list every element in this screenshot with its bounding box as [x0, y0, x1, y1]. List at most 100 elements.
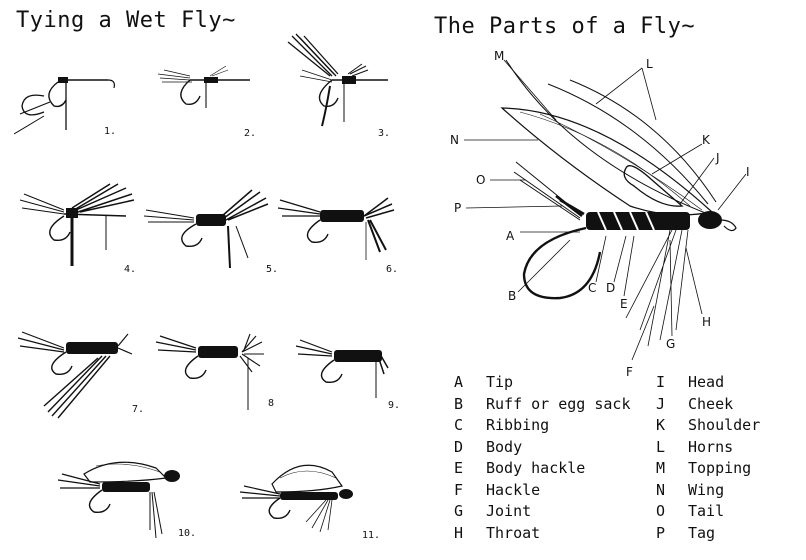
- step-7-drawing: [17, 331, 133, 419]
- shoulder: [623, 165, 684, 207]
- step-1-drawing: [14, 77, 115, 135]
- callout-f: F: [626, 365, 633, 379]
- legend-term: Throat: [486, 523, 541, 542]
- callout-p: P: [454, 201, 461, 215]
- legend-letter: P: [656, 523, 666, 542]
- step-number: 10.: [178, 528, 197, 539]
- hook-eye: [719, 219, 737, 232]
- legend-term: Horns: [688, 437, 734, 456]
- callout-k: K: [702, 133, 711, 147]
- legend-term: Tail: [688, 502, 725, 520]
- callout-c: C: [588, 281, 596, 295]
- legend-item: M Topping: [656, 458, 806, 480]
- horns: [547, 83, 709, 205]
- step-2-drawing: [157, 65, 250, 108]
- legend-term: Body hackle: [486, 459, 586, 477]
- step-3-drawing: [287, 33, 388, 127]
- callout-g: G: [666, 337, 675, 351]
- legend-item: O Tail: [656, 501, 806, 523]
- step-number: 5.: [266, 264, 279, 275]
- step-3: 3.: [282, 30, 412, 139]
- step-11: 11.: [236, 456, 380, 556]
- legend-term: Head: [688, 373, 725, 391]
- legend-term: Tag: [688, 523, 716, 542]
- legend-right: I Head J Cheek K Shoulder L Horns M Topping N…: [656, 372, 806, 544]
- legend-letter: D: [454, 437, 464, 456]
- step-11-drawing: [239, 464, 353, 533]
- legend-letter: O: [656, 502, 666, 520]
- legend-letter: J: [656, 394, 666, 413]
- tying-sequence-panel: Tying a Wet Fly~ 1. 2.: [14, 8, 422, 556]
- legend-term: Shoulder: [688, 416, 761, 434]
- legend-term: Joint: [486, 502, 532, 520]
- tail: [513, 161, 581, 221]
- legend-term: Wing: [688, 480, 725, 499]
- legend-term: Cheek: [688, 394, 734, 413]
- step-number: 6.: [386, 264, 399, 275]
- callout-h: H: [702, 315, 711, 329]
- step-number: 9.: [388, 400, 401, 411]
- step-5-drawing: [144, 189, 269, 269]
- legend-item: E Body hackle: [454, 458, 656, 480]
- step-6: 6.: [276, 180, 406, 280]
- step-number: 8: [268, 398, 275, 409]
- legend-item: A Tip: [454, 372, 656, 394]
- legend-term: Ribbing: [486, 416, 550, 434]
- step-number: 4.: [124, 264, 137, 275]
- step-number: 11.: [362, 530, 381, 541]
- callout-l: L: [646, 57, 653, 71]
- callout-d: D: [606, 281, 615, 295]
- step-10-drawing: [57, 461, 180, 539]
- step-9: 9.: [292, 334, 422, 434]
- legend-letter: B: [454, 394, 464, 413]
- step-number: 2.: [244, 128, 257, 139]
- legend-term: Topping: [688, 459, 752, 477]
- step-number: 1.: [104, 126, 117, 137]
- step-8-drawing: [155, 333, 264, 410]
- callout-i: I: [746, 165, 750, 179]
- legend-term: Ruff or egg sack: [486, 394, 631, 413]
- legend-letter: K: [656, 416, 666, 434]
- legend-item: G Joint: [454, 501, 656, 523]
- legend-item: L Horns: [656, 437, 806, 459]
- legend-term: Body: [486, 437, 523, 456]
- hook: [522, 226, 602, 300]
- step-1: 1.: [14, 62, 144, 162]
- legend-letter: C: [454, 416, 464, 434]
- step-6-drawing: [277, 197, 395, 260]
- step-7: 7.: [14, 326, 144, 426]
- step-4-drawing: [19, 183, 135, 266]
- callout-o: O: [476, 173, 485, 187]
- legend-letter: G: [454, 502, 464, 520]
- legend-letter: A: [454, 373, 464, 391]
- legend-item: B Ruff or egg sack: [454, 394, 656, 416]
- legend-letter: L: [656, 437, 666, 456]
- legend-term: Hackle: [486, 480, 541, 499]
- step-2: 2.: [150, 62, 280, 162]
- callout-m: M: [494, 49, 504, 63]
- legend-item: N Wing: [656, 480, 806, 502]
- legend-letter: H: [454, 523, 464, 542]
- parts-of-fly-panel: The Parts of a Fly~: [420, 0, 806, 560]
- legend-item: C Ribbing: [454, 415, 656, 437]
- head: [698, 211, 722, 229]
- step-8: 8: [152, 328, 282, 428]
- parts-title: The Parts of a Fly~: [434, 14, 696, 39]
- legend-letter: F: [454, 480, 464, 499]
- callout-a: A: [506, 229, 515, 243]
- step-number: 7.: [132, 404, 145, 415]
- legend-letter: M: [656, 459, 666, 477]
- legend-item: F Hackle: [454, 480, 656, 502]
- step-9-drawing: [295, 339, 389, 398]
- legend-item: J Cheek: [656, 394, 806, 416]
- body: [586, 212, 690, 230]
- legend-term: Tip: [486, 373, 514, 391]
- step-10: 10.: [56, 452, 196, 552]
- tying-title: Tying a Wet Fly~: [16, 8, 236, 33]
- legend-left: A Tip B Ruff or egg sack C Ribbing D Body E B…: [454, 372, 656, 544]
- callout-b: B: [508, 289, 516, 303]
- step-4: 4.: [14, 180, 144, 280]
- legend-letter: E: [454, 459, 464, 477]
- legend-letter: I: [656, 373, 666, 391]
- legend-item: K Shoulder: [656, 415, 806, 437]
